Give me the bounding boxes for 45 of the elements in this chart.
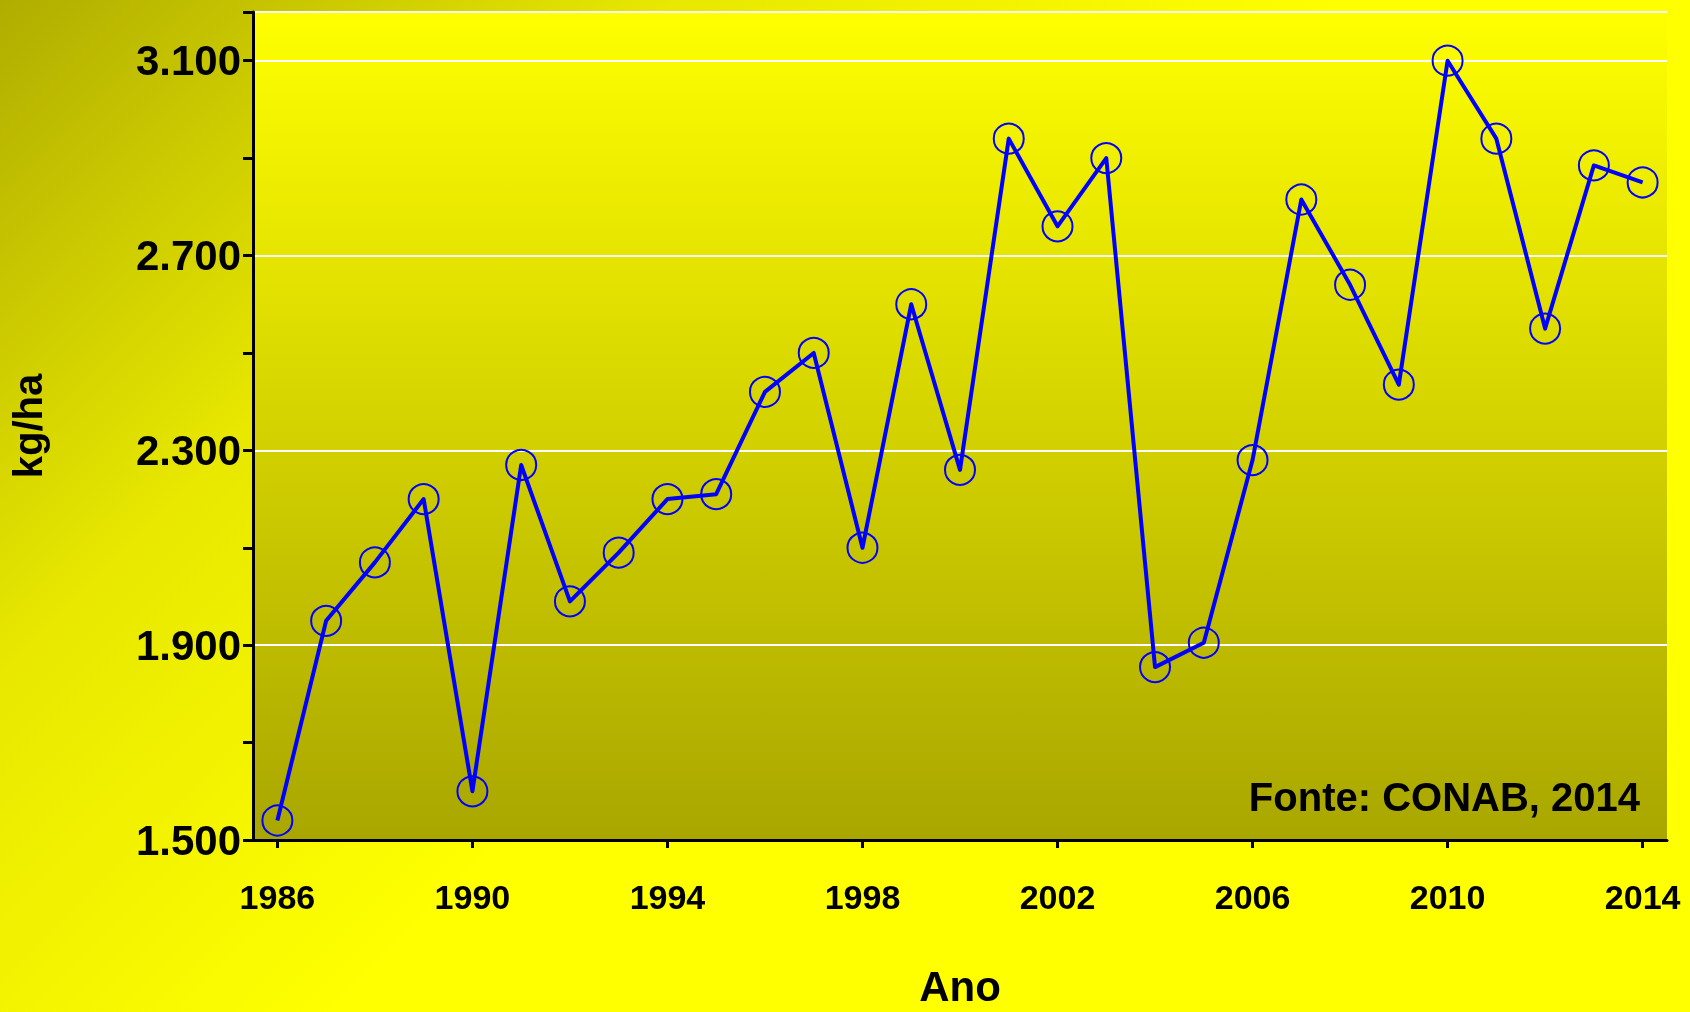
x-tick-label: 2006	[1214, 878, 1291, 916]
point	[407, 483, 440, 516]
point	[1139, 651, 1172, 684]
y-tick-label: 2.700	[135, 232, 241, 280]
x-tick-label: 1994	[629, 878, 706, 916]
x-tick-label: 1986	[239, 878, 316, 916]
point	[895, 288, 928, 321]
x-tick-label: 2014	[1604, 878, 1681, 916]
point	[310, 604, 343, 637]
point	[1529, 312, 1562, 345]
point	[846, 531, 879, 564]
point	[1431, 44, 1464, 77]
point	[505, 448, 538, 481]
point	[456, 775, 489, 808]
point	[1090, 142, 1123, 175]
y-axis-title: kg/ha	[6, 373, 50, 479]
x-axis-title: Ano	[919, 962, 1001, 1010]
y-tick-label: 1.900	[135, 621, 241, 669]
point	[797, 336, 830, 369]
x-tick-label: 2002	[1019, 878, 1096, 916]
point	[602, 536, 635, 569]
point	[992, 122, 1025, 155]
point	[553, 585, 586, 618]
point	[1187, 626, 1220, 659]
point	[358, 546, 391, 579]
annotation: Fonte: CONAB, 2014	[1248, 775, 1641, 819]
y-tick-label: 3.100	[135, 37, 241, 85]
point	[1285, 183, 1318, 216]
point	[1577, 149, 1610, 182]
point	[944, 453, 976, 486]
point	[1236, 444, 1269, 477]
point	[651, 483, 684, 516]
point	[261, 804, 294, 837]
point	[1334, 268, 1367, 301]
y-tick-label: 1.500	[135, 816, 241, 864]
point	[1626, 166, 1659, 199]
x-tick-label: 1998	[824, 878, 901, 916]
x-tick-label: 2010	[1409, 878, 1486, 916]
point	[749, 375, 781, 408]
point	[1041, 210, 1074, 243]
x-tick-label: 1990	[434, 878, 511, 916]
y-tick-label: 2.300	[135, 426, 241, 474]
point	[1382, 368, 1415, 401]
point	[700, 478, 733, 511]
point	[1480, 122, 1513, 155]
